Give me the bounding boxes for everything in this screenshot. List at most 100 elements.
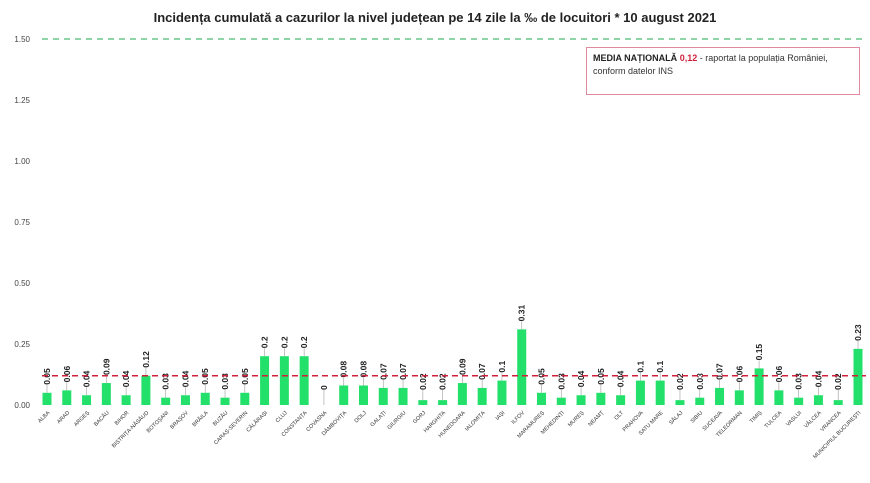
- data-label: 0.02: [833, 373, 843, 390]
- bar: [556, 397, 566, 405]
- data-label: 0.09: [457, 358, 467, 375]
- bar: [616, 395, 626, 405]
- category-label: SĂLAJ: [668, 409, 685, 426]
- data-label: 0.03: [556, 373, 566, 390]
- data-label: 0.07: [715, 363, 725, 380]
- data-label: 0.08: [339, 361, 349, 378]
- bar: [635, 380, 645, 405]
- bar: [695, 397, 705, 405]
- bar: [853, 348, 863, 405]
- legend-text-line2: conform datelor INS: [593, 66, 674, 76]
- bar: [42, 392, 52, 405]
- bar: [457, 383, 467, 405]
- bar: [121, 395, 131, 405]
- legend-text-line1: - raportat la populația României,: [697, 53, 828, 63]
- data-label: 0.03: [794, 373, 804, 390]
- data-label: 0.31: [517, 305, 527, 322]
- category-label: TULCEA: [764, 410, 784, 430]
- bar: [517, 329, 527, 405]
- data-label: 0.07: [378, 363, 388, 380]
- data-label: 0.02: [675, 373, 685, 390]
- chart-title: Incidența cumulată a cazurilor la nivel …: [153, 10, 717, 25]
- category-label: SIBIU: [690, 410, 704, 424]
- bar: [754, 368, 764, 405]
- data-label: 0.05: [537, 368, 547, 385]
- category-label: BRĂILA: [191, 409, 210, 428]
- category-label: DOLJ: [354, 410, 368, 424]
- category-label: GORJ: [412, 410, 427, 425]
- data-label: 0.06: [62, 366, 72, 383]
- bar: [161, 397, 171, 405]
- bar: [141, 375, 151, 405]
- category-label: VASLUI: [785, 410, 803, 428]
- category-label: BACĂU: [92, 409, 110, 427]
- bar: [675, 400, 685, 405]
- bar: [418, 400, 428, 405]
- bar: [299, 356, 309, 405]
- y-tick-label: 1.25: [14, 96, 30, 105]
- bar: [339, 385, 349, 405]
- bar: [358, 385, 368, 405]
- bar: [537, 392, 547, 405]
- bar: [220, 397, 230, 405]
- bar: [180, 395, 190, 405]
- bar: [101, 383, 111, 405]
- data-label: 0.23: [853, 324, 863, 341]
- data-label: 0.07: [398, 363, 408, 380]
- category-label: CĂLĂRAȘI: [245, 409, 270, 434]
- bar: [576, 395, 586, 405]
- data-label: 0.02: [418, 373, 428, 390]
- bar: [438, 400, 448, 405]
- data-label: 0.02: [438, 373, 448, 390]
- category-label: ARGEȘ: [73, 410, 91, 428]
- y-tick-label: 0.00: [14, 401, 30, 410]
- data-label: 0.04: [82, 370, 92, 387]
- bar: [813, 395, 823, 405]
- data-label: 0.1: [497, 361, 507, 373]
- data-label: 0.04: [121, 370, 131, 387]
- bar: [398, 387, 408, 405]
- data-label: 0.15: [754, 344, 764, 361]
- bar: [794, 397, 804, 405]
- data-label: 0.04: [813, 370, 823, 387]
- y-tick-label: 0.50: [14, 279, 30, 288]
- bar: [774, 390, 784, 405]
- category-label: MUREȘ: [567, 410, 586, 429]
- category-label: IAȘI: [495, 410, 507, 422]
- category-label: BOTOȘANI: [146, 410, 171, 435]
- bar: [240, 392, 250, 405]
- bar: [596, 392, 606, 405]
- y-tick-label: 1.50: [14, 35, 30, 44]
- data-label: 0.08: [358, 361, 368, 378]
- category-label: OLT: [614, 410, 626, 422]
- data-label: 0.12: [141, 351, 151, 368]
- y-tick-label: 0.75: [14, 218, 30, 227]
- category-label: VÂLCEA: [803, 409, 824, 430]
- data-label: 0.03: [161, 373, 171, 390]
- category-label: IALOMIȚA: [464, 410, 487, 433]
- data-label: 0: [319, 385, 329, 390]
- data-label: 0.06: [774, 366, 784, 383]
- data-label: 0.03: [695, 373, 705, 390]
- legend-value: 0,12: [679, 53, 698, 63]
- bar: [734, 390, 744, 405]
- legend-label: MEDIA NAȚIONALĂ: [593, 53, 678, 63]
- data-label: 0.04: [180, 370, 190, 387]
- data-label: 0.09: [101, 358, 111, 375]
- data-label: 0.2: [279, 336, 289, 348]
- category-label: BUZĂU: [211, 409, 229, 427]
- data-label: 0.2: [260, 336, 270, 348]
- bar: [260, 356, 270, 405]
- bar: [655, 380, 665, 405]
- bar: [833, 400, 843, 405]
- category-label: GIURGIU: [387, 410, 408, 431]
- data-label: 0.1: [655, 361, 665, 373]
- data-label: 0.1: [635, 361, 645, 373]
- bar: [715, 387, 725, 405]
- data-label: 0.2: [299, 336, 309, 348]
- national-average-legend: MEDIA NAȚIONALĂ 0,12 - raportat la popul…: [586, 47, 860, 95]
- bar: [82, 395, 92, 405]
- category-label: ALBA: [37, 410, 51, 424]
- y-tick-label: 0.25: [14, 340, 30, 349]
